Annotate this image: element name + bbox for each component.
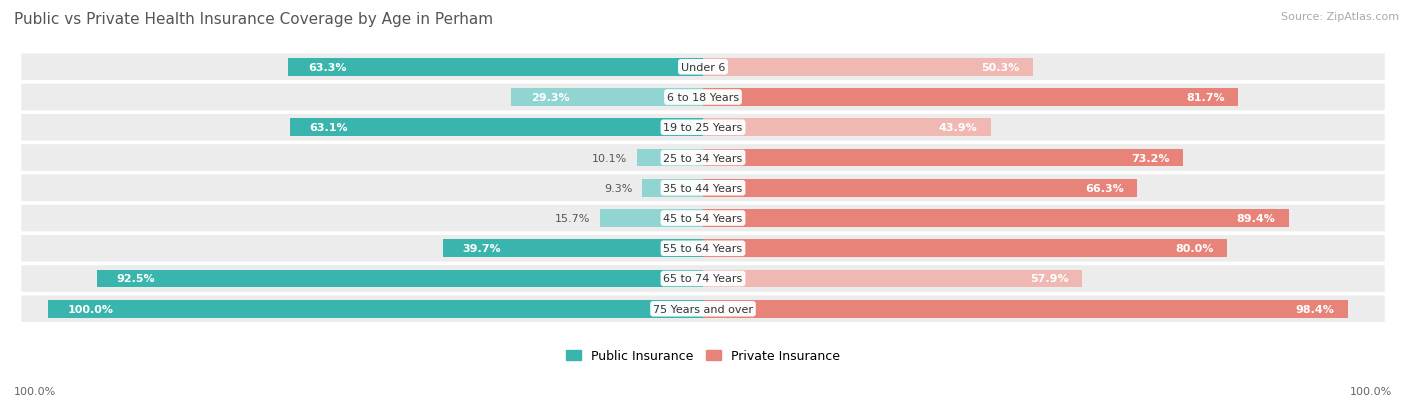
FancyBboxPatch shape [21,175,1385,202]
Text: 50.3%: 50.3% [981,63,1019,73]
Text: 65 to 74 Years: 65 to 74 Years [664,274,742,284]
Bar [443,240,703,257]
Text: 63.3%: 63.3% [308,63,346,73]
FancyBboxPatch shape [21,145,1385,171]
Text: 80.0%: 80.0% [1175,244,1215,254]
Text: 75 Years and over: 75 Years and over [652,304,754,314]
Bar [703,180,1137,197]
Bar [703,300,1348,318]
Text: 43.9%: 43.9% [939,123,977,133]
Bar [703,89,1239,107]
Bar [703,59,1032,76]
Bar [600,210,703,227]
Text: 6 to 18 Years: 6 to 18 Years [666,93,740,103]
Text: 100.0%: 100.0% [14,387,56,396]
Bar [703,270,1083,287]
FancyBboxPatch shape [21,85,1385,111]
Bar [643,180,703,197]
Bar [703,150,1182,167]
Bar [48,300,703,318]
Text: 81.7%: 81.7% [1187,93,1225,103]
Bar [703,240,1227,257]
Text: Public vs Private Health Insurance Coverage by Age in Perham: Public vs Private Health Insurance Cover… [14,12,494,27]
Text: 10.1%: 10.1% [592,153,627,163]
Text: 57.9%: 57.9% [1031,274,1070,284]
FancyBboxPatch shape [21,55,1385,81]
Text: 66.3%: 66.3% [1085,183,1125,193]
Text: 98.4%: 98.4% [1296,304,1334,314]
Legend: Public Insurance, Private Insurance: Public Insurance, Private Insurance [561,344,845,367]
Bar [510,89,703,107]
FancyBboxPatch shape [21,115,1385,141]
Text: 100.0%: 100.0% [67,304,114,314]
FancyBboxPatch shape [21,266,1385,292]
Text: 29.3%: 29.3% [530,93,569,103]
Bar [703,119,991,137]
Text: 25 to 34 Years: 25 to 34 Years [664,153,742,163]
Text: 35 to 44 Years: 35 to 44 Years [664,183,742,193]
Text: 100.0%: 100.0% [1350,387,1392,396]
Text: 73.2%: 73.2% [1130,153,1170,163]
Text: 92.5%: 92.5% [117,274,155,284]
Text: Source: ZipAtlas.com: Source: ZipAtlas.com [1281,12,1399,22]
Text: 39.7%: 39.7% [463,244,501,254]
Bar [288,59,703,76]
Text: 89.4%: 89.4% [1237,214,1275,223]
Text: 19 to 25 Years: 19 to 25 Years [664,123,742,133]
Text: 55 to 64 Years: 55 to 64 Years [664,244,742,254]
FancyBboxPatch shape [21,205,1385,232]
Text: 15.7%: 15.7% [555,214,591,223]
Text: 9.3%: 9.3% [603,183,633,193]
Bar [703,210,1289,227]
FancyBboxPatch shape [21,296,1385,322]
Bar [637,150,703,167]
Text: 63.1%: 63.1% [309,123,347,133]
Text: 45 to 54 Years: 45 to 54 Years [664,214,742,223]
Bar [97,270,703,287]
Bar [290,119,703,137]
FancyBboxPatch shape [21,235,1385,262]
Text: Under 6: Under 6 [681,63,725,73]
